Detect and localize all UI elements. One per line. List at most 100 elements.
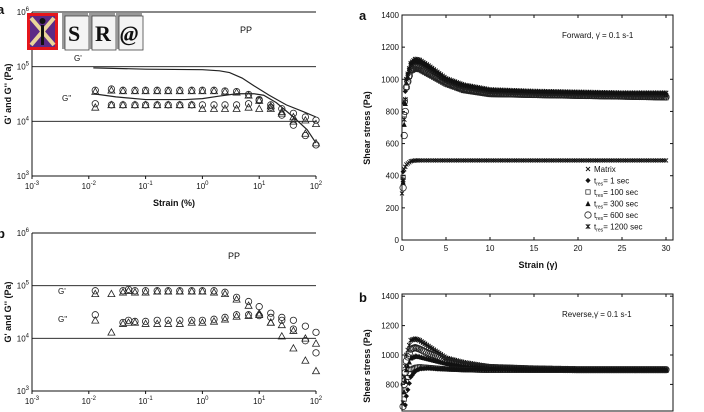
chart-a-right-ytick-label: 800 [386,107,400,116]
chart-a-left-series-3-point [266,104,275,112]
chart-a-left-ytick-label: 103 [17,171,30,181]
chart-a-right-series-0-point [621,158,627,163]
chart-a-left-series-0-point [107,85,116,93]
chart-a-right-series-0-point [399,191,405,196]
chart-a-right-series-0-point [457,158,463,163]
chart-a-right-series-0-point [526,158,532,163]
chart-b-gprime-label: G' [58,287,66,296]
chart-b-left-series-3-point [118,319,128,327]
chart-b-left-xtick-label: 10-3 [25,396,40,406]
chart-a-left-xtick-label: 10-2 [82,181,97,191]
chart-a-right-series-0-point [514,158,519,163]
svg-text:R: R [95,21,112,46]
chart-a-right-series-0-point [554,158,560,163]
chart-a-left-series-1-point [187,86,196,95]
chart-a-right-series-0-point [656,158,662,163]
chart-b-left-xtick-label: 101 [253,396,266,406]
chart-b-right-series-2-point [405,363,411,369]
chart-b-left-series-3-point [277,320,286,329]
chart-a-left-xtick-label: 101 [253,181,266,191]
chart-a-right-series-0-point [535,158,540,163]
chart-a-right-series-0-point [549,158,554,163]
chart-b-left-xtick-label: 10-1 [138,396,153,406]
chart-b-left-ytick-label: 103 [17,386,30,396]
chart-a-right-series-0-point [470,158,475,163]
chart-b-right-series-2-point [406,359,412,365]
chart-d-annotation: Reverse,γ̇ = 0.1 s-1 [562,310,632,319]
chart-a-right-series-0-point [653,158,658,163]
chart-a-right-series-0-point [452,158,458,163]
legend-4-label: tres= 600 sec [594,211,638,222]
chart-a-left-series-1-point [311,119,321,128]
chart-a-right-series-5-point [400,177,406,183]
chart-a-right-series-1-point [402,88,408,94]
chart-a-right-series-0-point [598,158,604,163]
chart-b-left-series-0-point [131,287,139,295]
chart-b-left-series-3-point [311,339,321,347]
chart-a-left-series-3-point [232,104,241,112]
chart-a-right-series-0-point [651,158,656,163]
chart-a-right-series-0-point [487,158,493,163]
chart-b-left-series-2-point [188,316,196,324]
chart-a-right-series-0-point [512,158,517,163]
logo-block-s: S [62,13,90,51]
chart-a-right-series-0-point [480,158,486,163]
chart-a-left-series-1-point [118,86,128,95]
chart-a-right-series-3-point [401,121,407,127]
chart-b-left-series-1-point [187,287,196,295]
chart-a-left-series-0-point [301,113,309,121]
chart-a-right-series-0-point [637,158,642,163]
chart-a-left-series-3-point [220,104,230,112]
chart-a-right-series-0-point [420,158,426,163]
chart-a-right-series-0-point [528,158,533,163]
chart-a-right-series-0-point [510,158,516,163]
chart-a-right-ytick-label: 200 [386,204,400,213]
chart-b-left-xtick-label: 102 [310,396,323,406]
chart-b-left-xtick-label: 100 [196,396,209,406]
chart-a-right-series-0-point [440,158,445,163]
chart-b-left-series-1-point [107,289,116,298]
chart-b-left-series-3-point [187,318,196,326]
chart-b-left-series-2-point [164,316,172,324]
chart-a-left-series-1-point [141,86,150,95]
chart-b-left-series-2-point [312,349,320,357]
chart-b-left-series-1-point [209,287,219,296]
chart-a-right-series-5-point [663,90,669,96]
chart-b-left-series-1-point [91,289,100,298]
chart-a-left-series-3-point [164,100,173,109]
chart-b-left-series-0-point [301,322,309,330]
chart-a-left-series-1-point [244,90,253,99]
chart-b-left-series-2-point [289,325,297,333]
chart-a-left-series-1-point [301,115,310,124]
chart-a-left-series-3-point [277,109,286,117]
chart-b-left-series-2-point [153,316,161,324]
chart-a-right-series-0-point [663,158,669,163]
chart-b-left-series-3-point [244,311,253,319]
chart-a-right-frame [401,14,674,241]
logo-figure-body [41,25,44,45]
chart-b-left-series-2-point [278,316,286,324]
chart-b-left-series-2-point [91,311,99,319]
chart-a-right-series-0-point [489,158,495,163]
chart-a-left-series-1-point [255,96,264,104]
chart-a-left-series-3-point [130,100,140,109]
chart-a-right-series-0-point [544,158,549,163]
chart-a-right-series-0-point [617,158,623,163]
chart-a-left-series-3-point [209,104,219,112]
chart-a-right-series-0-point [591,158,597,163]
chart-a-right-series-0-point [434,158,440,163]
chart-b-right-ytick-label: 800 [386,380,400,389]
legend-3-label: tres= 300 sec [594,200,638,211]
chart-a-left-series-1-point [153,86,162,95]
panel-letter-a-left: a [0,2,5,17]
chart-a-right-series-0-point [572,158,577,163]
chart-b-left-series-1-point [164,287,173,295]
chart-a-right-ytick-label: 1000 [381,75,399,84]
legend-5-label: tres= 1200 sec [594,223,643,234]
chart-a-right-ytick-label: 1200 [381,43,399,52]
chart-a-right-series-4-point [399,184,407,192]
chart-a-right-series-0-point [551,158,556,163]
chart-a-right-series-0-point [505,158,510,163]
chart-b-left-series-0-point [312,328,320,336]
chart-a-right-series-5-point [405,71,411,77]
